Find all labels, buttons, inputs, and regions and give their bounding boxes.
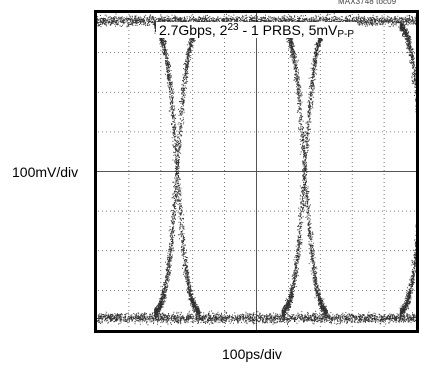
y-axis-label: 100mV/div	[12, 164, 79, 180]
title-exponent: 23	[227, 22, 239, 33]
title-mid: - 1 PRBS, 5mV	[238, 22, 338, 38]
chart-title: 2.7Gbps, 223 - 1 PRBS, 5mVP-P	[94, 20, 419, 43]
title-main: 2.7Gbps, 2	[158, 22, 228, 38]
title-subscript: P-P	[337, 29, 355, 40]
scope-screen: 2.7Gbps, 223 - 1 PRBS, 5mVP-P	[94, 10, 419, 333]
eye-trace-samples	[97, 13, 419, 326]
eye-trace	[97, 13, 419, 326]
eye-diagram-plot	[94, 10, 419, 333]
plot-frame	[94, 10, 419, 333]
figure-id-label: MAX3748 toc09	[338, 0, 397, 6]
grid-lines	[94, 10, 419, 333]
x-axis-label: 100ps/div	[222, 346, 282, 362]
